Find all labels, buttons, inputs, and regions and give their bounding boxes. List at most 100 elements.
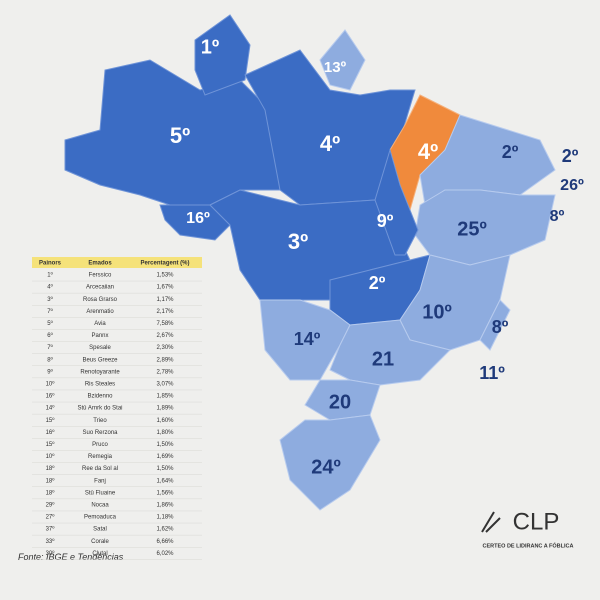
table-cell: 2,30% bbox=[156, 345, 174, 351]
region bbox=[479, 299, 511, 351]
map-label: 2º bbox=[502, 142, 519, 162]
table-cell: 1,17% bbox=[156, 297, 174, 303]
logo-tagline: CERTEO DE LIDIRANC A FÓBLICA bbox=[483, 541, 574, 549]
table-cell: 1,85% bbox=[156, 394, 174, 400]
map-label: 2º bbox=[369, 273, 386, 293]
table-cell: 1,56% bbox=[156, 490, 174, 496]
table-cell: 1,50% bbox=[156, 442, 174, 448]
table-cell: 10º bbox=[46, 453, 56, 460]
table-cell: Arenmatio bbox=[86, 309, 114, 315]
map-label: 24º bbox=[311, 456, 341, 478]
map-label: 5º bbox=[170, 123, 190, 148]
table-cell: 1,18% bbox=[156, 515, 174, 521]
table-cell: 1,60% bbox=[156, 418, 174, 424]
region bbox=[279, 414, 381, 511]
table-cell: 33º bbox=[46, 538, 56, 545]
region bbox=[414, 189, 556, 266]
table-cell: 1,69% bbox=[156, 454, 174, 460]
table-cell: 4º bbox=[47, 284, 53, 291]
map-label: 8º bbox=[550, 208, 565, 225]
region bbox=[194, 14, 251, 96]
map bbox=[64, 14, 556, 511]
map-label: 21 bbox=[372, 348, 394, 370]
table-header: Percentagent (%) bbox=[140, 261, 189, 267]
map-label: 14º bbox=[294, 329, 321, 349]
map-label: 8º bbox=[492, 317, 509, 337]
table-cell: 1,62% bbox=[156, 527, 174, 533]
table-cell: 1,53% bbox=[156, 273, 174, 279]
table-cell: 15º bbox=[46, 417, 56, 424]
table-cell: Suo Rerzona bbox=[82, 430, 118, 436]
map-label: 16º bbox=[186, 210, 210, 227]
table-cell: 6,02% bbox=[156, 551, 174, 557]
table-cell: 1,86% bbox=[156, 502, 174, 508]
table-cell: 16º bbox=[46, 429, 56, 436]
map-label: 4º bbox=[418, 139, 438, 164]
table-cell: Bzidenno bbox=[87, 394, 113, 400]
table-header: Painors bbox=[39, 261, 62, 267]
table-cell: 2,78% bbox=[156, 369, 174, 375]
table-cell: 10º bbox=[46, 380, 56, 387]
region bbox=[319, 29, 366, 91]
source: Fonte: IBGE e Tendências bbox=[18, 552, 124, 562]
table-cell: 30º bbox=[46, 550, 56, 557]
table-cell: 7,58% bbox=[156, 321, 174, 327]
table-cell: 14º bbox=[46, 405, 56, 412]
table-cell: Clutal bbox=[92, 551, 107, 557]
table-cell: 37º bbox=[46, 526, 56, 533]
table-cell: 2,89% bbox=[156, 357, 174, 363]
table-cell: Stū Arnrk do Stai bbox=[77, 406, 122, 412]
table-cell: Beus Greeze bbox=[82, 357, 118, 363]
table-cell: Remegia bbox=[88, 454, 113, 460]
map-label: 26º bbox=[560, 177, 584, 194]
table-cell: 1,89% bbox=[156, 406, 174, 412]
table-cell: 1,64% bbox=[156, 478, 174, 484]
map-label: 25º bbox=[457, 218, 487, 240]
table-cell: 16º bbox=[46, 393, 56, 400]
table-cell: 15º bbox=[46, 441, 56, 448]
table-cell: 6,66% bbox=[156, 539, 174, 545]
table-cell: Ree da Sol al bbox=[82, 466, 118, 472]
table-cell: 1,50% bbox=[156, 466, 174, 472]
region bbox=[329, 319, 451, 386]
table-cell: Satal bbox=[93, 527, 107, 533]
table-cell: Arcecaiian bbox=[86, 285, 114, 291]
table-cell: 18º bbox=[46, 465, 56, 472]
table-cell: Pruco bbox=[92, 442, 108, 448]
table-cell: 7º bbox=[47, 344, 53, 351]
table-cell: 18º bbox=[46, 477, 56, 484]
table-header: Emados bbox=[88, 261, 112, 267]
table-cell: 29º bbox=[46, 501, 56, 508]
table-cell: Pemoaduca bbox=[84, 515, 117, 521]
table-cell: Stū Fluaine bbox=[85, 490, 116, 496]
table-cell: 18º bbox=[46, 489, 56, 496]
table-cell: 2,67% bbox=[156, 333, 174, 339]
table-cell: Fanj bbox=[94, 478, 106, 484]
table-cell: Renotoyarante bbox=[80, 369, 120, 375]
map-label: 20 bbox=[329, 391, 351, 413]
table-cell: Spesale bbox=[89, 345, 111, 351]
table-cell: 8º bbox=[47, 356, 53, 363]
region bbox=[399, 254, 511, 351]
map-label: 10º bbox=[422, 301, 452, 323]
map-label: 4º bbox=[320, 131, 340, 156]
table-cell: 7º bbox=[47, 308, 53, 315]
table-cell: Ris Steales bbox=[85, 381, 115, 387]
table-cell: 6º bbox=[47, 332, 53, 339]
table-cell: Avia bbox=[94, 321, 106, 327]
table-cell: 2,17% bbox=[156, 309, 174, 315]
map-label: 11º bbox=[479, 363, 505, 383]
logo-name: CLP bbox=[513, 508, 560, 535]
table-cell: Corale bbox=[91, 539, 109, 545]
table-cell: Nocaa bbox=[91, 502, 109, 508]
map-label: 13º bbox=[324, 59, 347, 76]
table-cell: 1,67% bbox=[156, 285, 174, 291]
region bbox=[374, 148, 419, 256]
table-cell: Pannx bbox=[91, 333, 108, 339]
map-label: 2º bbox=[562, 146, 579, 166]
table-cell: 1º bbox=[47, 272, 53, 279]
table-cell: Rosa Grarso bbox=[83, 297, 118, 303]
table-cell: 9º bbox=[47, 368, 53, 375]
map-label: 1º bbox=[201, 36, 219, 58]
table-header-bg bbox=[32, 257, 202, 268]
